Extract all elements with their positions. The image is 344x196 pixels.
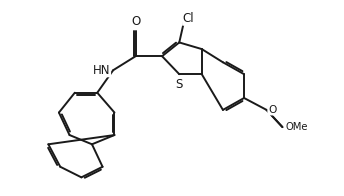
Text: OMe: OMe xyxy=(286,122,308,132)
Text: S: S xyxy=(175,78,183,91)
Text: Cl: Cl xyxy=(183,12,194,25)
Text: O: O xyxy=(268,105,276,115)
Text: HN: HN xyxy=(93,64,110,77)
Text: O: O xyxy=(131,15,140,28)
